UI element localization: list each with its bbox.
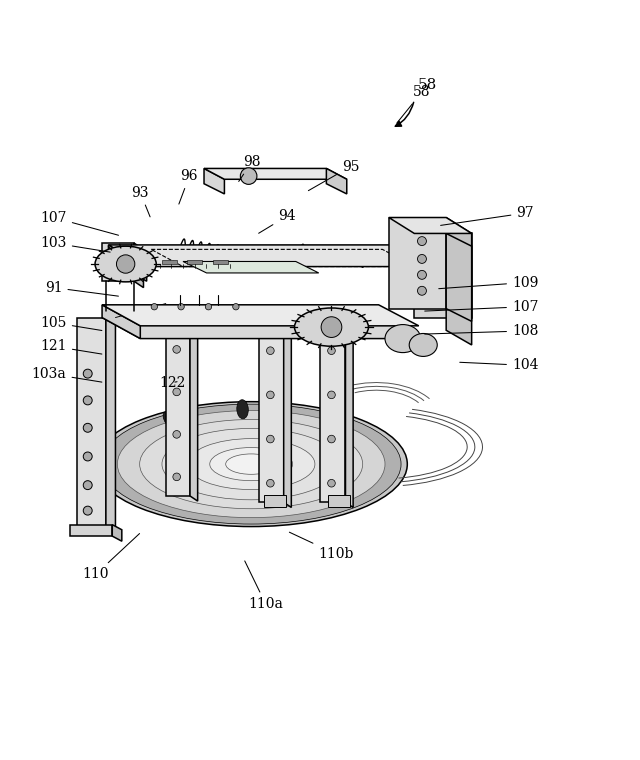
Text: 104: 104 xyxy=(460,359,538,372)
Bar xyxy=(328,495,350,508)
Circle shape xyxy=(151,303,157,310)
Circle shape xyxy=(241,168,257,185)
Circle shape xyxy=(173,346,180,353)
Polygon shape xyxy=(414,233,472,318)
Text: 121: 121 xyxy=(40,339,102,354)
Text: 98: 98 xyxy=(239,155,260,182)
Circle shape xyxy=(266,391,274,399)
Polygon shape xyxy=(326,169,347,194)
Text: 108: 108 xyxy=(425,324,538,338)
Text: 110a: 110a xyxy=(244,561,284,611)
Polygon shape xyxy=(446,217,472,345)
Polygon shape xyxy=(190,331,198,501)
Bar xyxy=(389,217,446,309)
Text: 97: 97 xyxy=(440,206,534,226)
Polygon shape xyxy=(408,245,447,281)
Text: 93: 93 xyxy=(132,185,150,217)
Text: 107: 107 xyxy=(40,211,118,236)
Circle shape xyxy=(233,303,239,310)
Polygon shape xyxy=(106,318,115,534)
Ellipse shape xyxy=(210,448,292,480)
Text: 110b: 110b xyxy=(289,532,354,561)
Text: 94: 94 xyxy=(259,209,296,233)
Circle shape xyxy=(417,271,426,280)
Circle shape xyxy=(83,396,92,405)
Ellipse shape xyxy=(188,439,315,489)
Bar xyxy=(166,331,190,496)
Circle shape xyxy=(83,423,92,432)
Circle shape xyxy=(328,480,335,487)
Polygon shape xyxy=(183,261,319,273)
Circle shape xyxy=(417,236,426,245)
Circle shape xyxy=(205,303,212,310)
Bar xyxy=(70,524,112,536)
Circle shape xyxy=(83,506,92,515)
Circle shape xyxy=(83,369,92,378)
Polygon shape xyxy=(102,305,419,326)
Circle shape xyxy=(266,480,274,487)
Polygon shape xyxy=(446,233,472,321)
Polygon shape xyxy=(108,248,127,277)
Bar xyxy=(162,260,177,264)
Bar xyxy=(212,260,228,264)
Text: 109: 109 xyxy=(439,276,538,290)
Ellipse shape xyxy=(385,325,420,353)
Polygon shape xyxy=(134,243,143,287)
Polygon shape xyxy=(102,305,140,339)
Polygon shape xyxy=(346,331,353,508)
Ellipse shape xyxy=(409,334,437,356)
Bar xyxy=(187,260,202,264)
Text: 103a: 103a xyxy=(32,366,102,382)
Bar xyxy=(320,331,346,502)
Ellipse shape xyxy=(95,402,407,527)
Circle shape xyxy=(266,435,274,443)
Ellipse shape xyxy=(226,454,276,474)
Circle shape xyxy=(328,391,335,399)
Text: 58: 58 xyxy=(397,85,431,123)
Polygon shape xyxy=(108,245,447,267)
Text: 103: 103 xyxy=(40,236,110,252)
Polygon shape xyxy=(102,243,134,281)
Ellipse shape xyxy=(95,246,156,282)
Ellipse shape xyxy=(162,429,340,500)
Ellipse shape xyxy=(237,400,248,419)
Circle shape xyxy=(173,473,180,480)
Polygon shape xyxy=(102,318,419,339)
Ellipse shape xyxy=(163,411,178,428)
Ellipse shape xyxy=(101,404,401,524)
Text: 91: 91 xyxy=(45,280,118,296)
Text: 96: 96 xyxy=(179,169,198,204)
Circle shape xyxy=(266,347,274,354)
Circle shape xyxy=(83,480,92,489)
Polygon shape xyxy=(108,245,147,281)
Polygon shape xyxy=(112,524,122,541)
Ellipse shape xyxy=(294,308,369,347)
Text: 95: 95 xyxy=(308,160,359,191)
Text: 105: 105 xyxy=(40,315,102,331)
Bar xyxy=(259,331,284,502)
Circle shape xyxy=(417,287,426,295)
Polygon shape xyxy=(389,217,472,233)
Bar xyxy=(264,495,286,508)
Circle shape xyxy=(173,431,180,439)
Text: 122: 122 xyxy=(159,375,186,390)
Polygon shape xyxy=(204,169,347,179)
Circle shape xyxy=(321,317,342,337)
Text: 58: 58 xyxy=(417,78,436,92)
Text: 107: 107 xyxy=(425,299,538,314)
Circle shape xyxy=(83,452,92,461)
Polygon shape xyxy=(284,331,291,508)
Text: 110: 110 xyxy=(83,534,140,581)
Circle shape xyxy=(178,303,184,310)
Circle shape xyxy=(173,388,180,396)
Circle shape xyxy=(328,435,335,443)
Ellipse shape xyxy=(117,410,385,518)
Bar xyxy=(77,318,106,528)
Ellipse shape xyxy=(140,420,363,508)
Circle shape xyxy=(116,255,135,273)
Polygon shape xyxy=(204,169,225,194)
Circle shape xyxy=(328,347,335,354)
Circle shape xyxy=(417,255,426,264)
